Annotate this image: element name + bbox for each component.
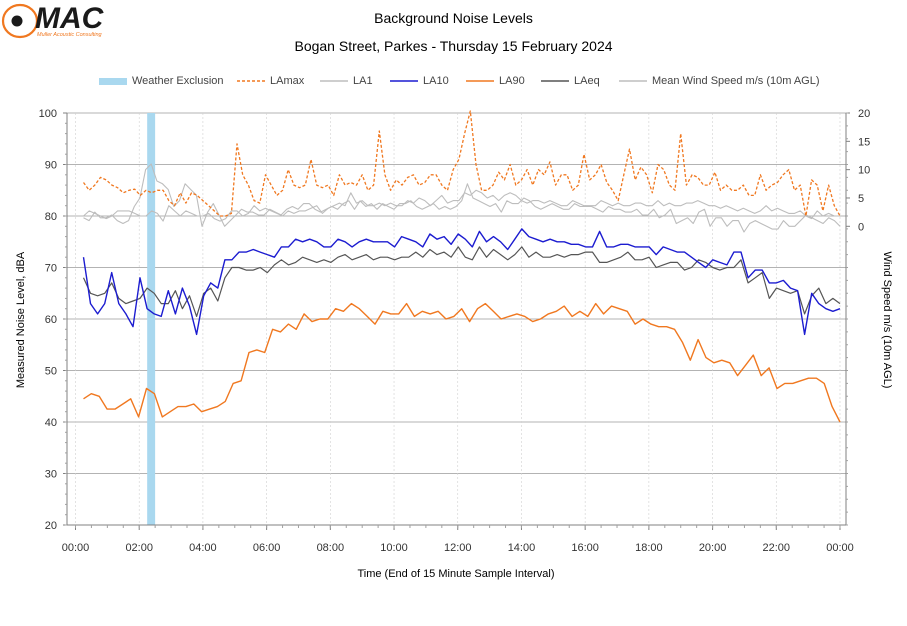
series-mean-wind-speed-m-s-10m-agl (83, 163, 841, 233)
chart-subtitle: Bogan Street, Parkes - Thursday 15 Febru… (294, 38, 613, 54)
y-tick-label: 90 (45, 160, 57, 172)
legend-weather-exclusion: Weather Exclusion (99, 73, 224, 89)
x-tick-label: 18:00 (635, 542, 663, 554)
series-la1 (83, 189, 840, 222)
logo-subtitle: Muller Acoustic Consulting (37, 32, 103, 38)
series-la10 (82, 228, 841, 336)
grid-lines (67, 112, 846, 525)
x-tick-label: 06:00 (253, 542, 281, 554)
x-tick-label: 00:00 (62, 542, 90, 554)
axes-layer: 20 30 40 50 60 70 80 90 100 0 5 10 15 20 00:00 02:00 04:… (39, 108, 871, 554)
legend-la10: LA10 (390, 73, 449, 89)
legend-label: Weather Exclusion (132, 75, 224, 87)
legend-label: LAeq (574, 75, 600, 87)
y2-tick-label: 5 (858, 193, 864, 205)
y2-axis-title: Wind Speed m/s (10m AGL) (881, 252, 893, 389)
x-tick-label: 04:00 (189, 542, 217, 554)
y-axis-title: Measured Noise Level, dBA (15, 251, 27, 388)
y2-tick-label: 15 (858, 136, 870, 148)
y2-tick-label: 10 (858, 165, 870, 177)
legend-label: LAmax (270, 75, 305, 87)
logo-name: MAC (35, 2, 105, 35)
x-tick-label: 02:00 (125, 542, 153, 554)
legend-label: LA1 (353, 75, 373, 87)
x-tick-label: 12:00 (444, 542, 472, 554)
y-tick-label: 80 (45, 211, 57, 223)
logo-dot (11, 15, 23, 27)
x-tick-label: 16:00 (571, 542, 599, 554)
x-tick-label: 08:00 (317, 542, 345, 554)
x-axis-title: Time (End of 15 Minute Sample Interval) (357, 568, 554, 580)
x-tick-label: 14:00 (508, 542, 536, 554)
legend-label: LA90 (499, 75, 525, 87)
x-tick-label: 22:00 (763, 542, 791, 554)
weather-exclusion-band (147, 113, 156, 525)
legend-wind-speed: Mean Wind Speed m/s (10m AGL) (619, 73, 820, 89)
legend-label: Mean Wind Speed m/s (10m AGL) (652, 75, 820, 87)
y-tick-label: 60 (45, 314, 57, 326)
mac-logo: MAC Muller Acoustic Consulting (1, 2, 105, 39)
y-tick-label: 40 (45, 417, 57, 429)
legend-lamax: LAmax (237, 73, 304, 89)
weather-exclusion-layer (147, 113, 156, 525)
y-tick-label: 30 (45, 469, 57, 481)
y2-tick-label: 0 (858, 221, 864, 233)
series-la90 (83, 302, 841, 423)
x-tick-label: 10:00 (380, 542, 408, 554)
series-laeq (82, 246, 841, 317)
y-tick-label: 70 (45, 263, 57, 275)
legend-la90: LA90 (466, 73, 525, 89)
y-tick-label: 20 (45, 520, 57, 532)
legend-label: LA10 (423, 75, 449, 87)
legend-la1: LA1 (320, 73, 373, 89)
x-tick-label: 20:00 (699, 542, 727, 554)
y-tick-label: 50 (45, 366, 57, 378)
y2-tick-label: 20 (858, 108, 870, 120)
legend-laeq: LAeq (541, 73, 600, 89)
series-lamax (82, 110, 841, 217)
chart-legend: Weather Exclusion LAmax LA1 LA10 LA90 LA… (0, 73, 907, 89)
logo-ring (1, 3, 39, 39)
x-tick-label: 00:00 (826, 542, 854, 554)
chart-title: Background Noise Levels (374, 10, 533, 26)
y-tick-label: 100 (39, 108, 57, 120)
series-layer (82, 110, 841, 423)
